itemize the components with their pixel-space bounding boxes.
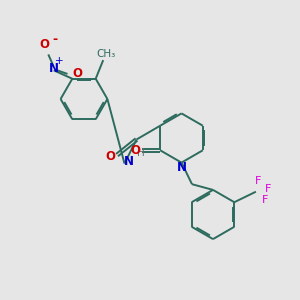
Text: N: N — [49, 62, 59, 75]
Text: N: N — [123, 154, 134, 168]
Text: F: F — [262, 195, 269, 205]
Text: O: O — [105, 150, 116, 163]
Text: CH₃: CH₃ — [96, 49, 115, 58]
Text: +: + — [56, 56, 64, 66]
Text: O: O — [40, 38, 50, 51]
Text: F: F — [265, 184, 272, 194]
Text: F: F — [255, 176, 262, 186]
Text: -: - — [52, 33, 58, 46]
Text: O: O — [72, 68, 82, 80]
Text: H: H — [137, 148, 145, 158]
Text: O: O — [130, 144, 140, 157]
Text: N: N — [176, 160, 187, 174]
